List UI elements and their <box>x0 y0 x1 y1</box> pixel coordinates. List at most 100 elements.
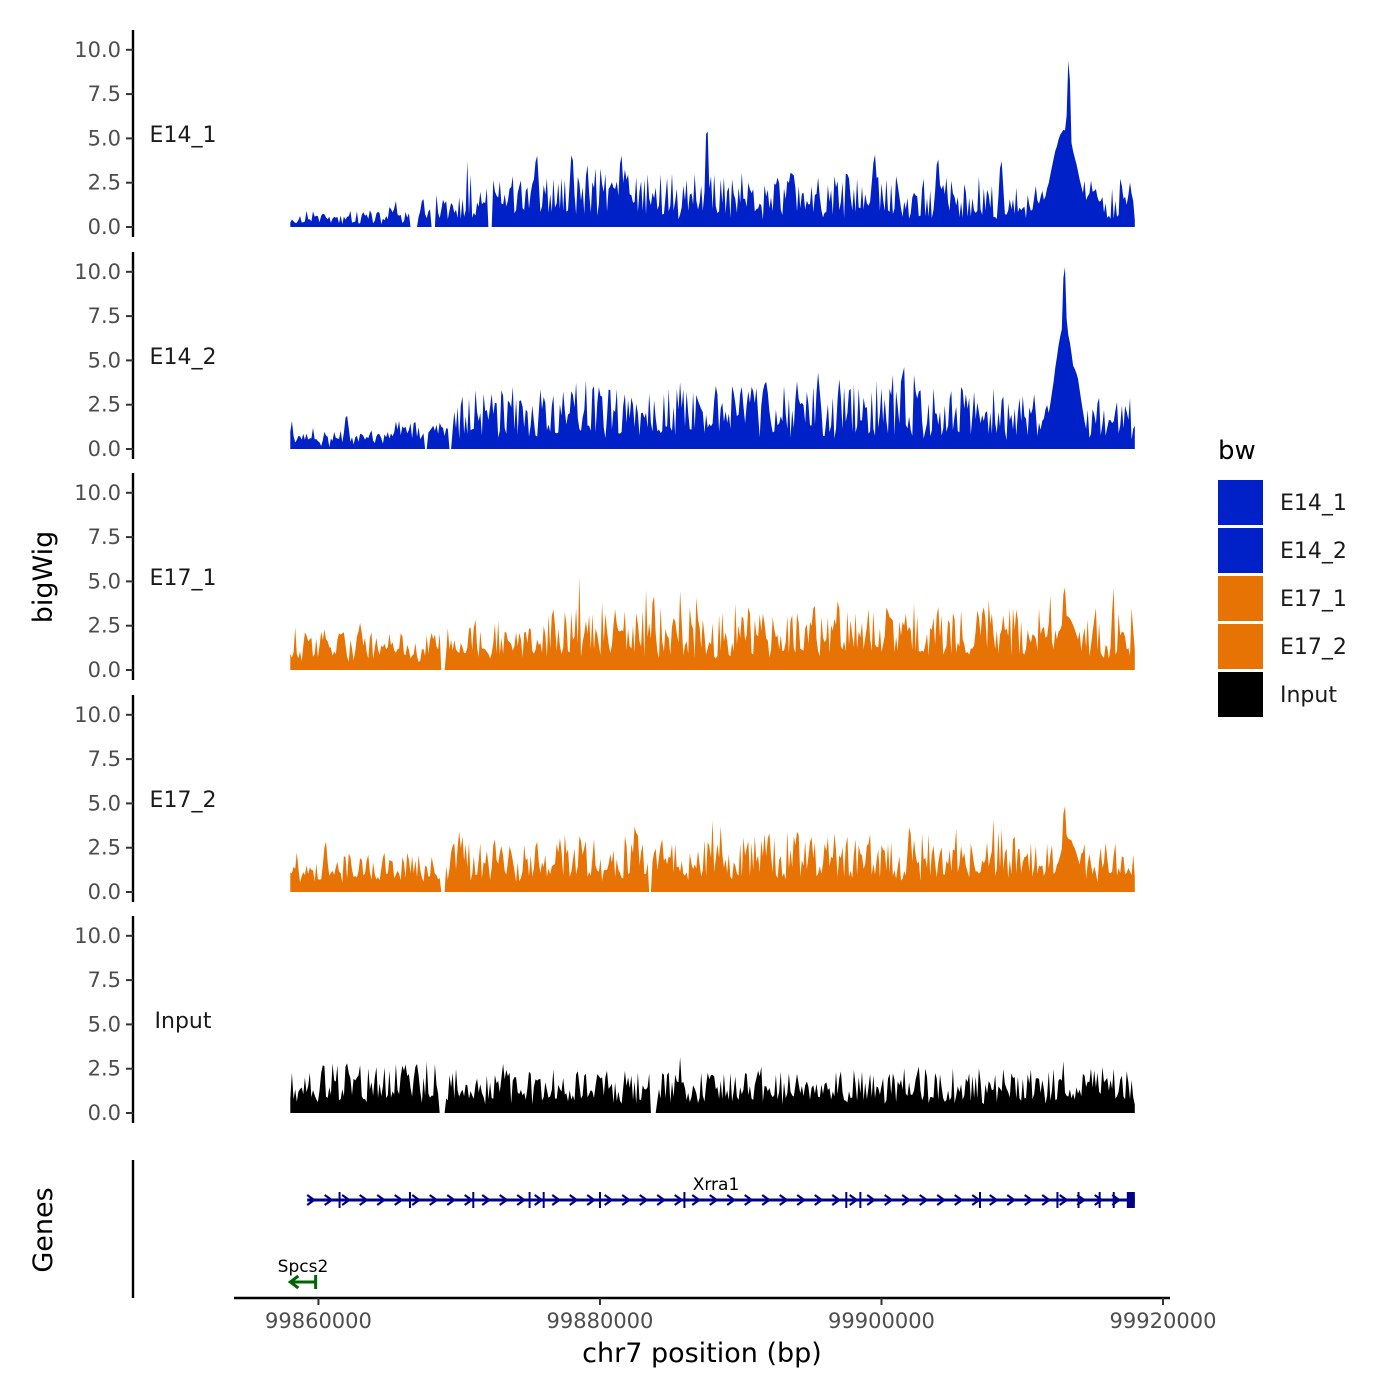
strand-arrow <box>1041 1194 1052 1206</box>
track-label-Input: Input <box>155 1009 212 1034</box>
legend-swatch <box>1218 672 1263 717</box>
x-axis-title: chr7 position (bp) <box>582 1338 822 1369</box>
legend-label: E17_2 <box>1280 635 1347 660</box>
strand-arrow <box>1024 1194 1034 1206</box>
strand-arrow <box>376 1194 387 1206</box>
track-label-E14_2: E14_2 <box>150 345 217 370</box>
strand-arrow <box>639 1194 649 1206</box>
legend-item-E17_1: E17_1 <box>1218 576 1347 621</box>
gene-Spcs2: Spcs2 <box>278 1257 329 1290</box>
strand-arrow <box>674 1194 684 1206</box>
strand-arrow <box>604 1194 614 1206</box>
track-Input: 0.0 2.5 5.0 7.5 10.0 Input <box>74 916 1135 1125</box>
strand-arrow <box>884 1194 894 1206</box>
strand-arrow <box>919 1194 929 1206</box>
y-axis-title-genes: Genes <box>28 1187 59 1272</box>
strand-arrow <box>429 1194 439 1206</box>
y-tick-label: 7.5 <box>88 525 121 549</box>
strand-arrow <box>446 1194 457 1206</box>
coverage-area-E17_1 <box>290 576 1135 670</box>
track-label-E17_1: E17_1 <box>150 566 217 591</box>
strand-arrow <box>866 1194 877 1206</box>
strand-arrow <box>306 1194 317 1206</box>
gene-Xrra1: Xrra1 <box>306 1175 1135 1208</box>
y-tick-label: 0.0 <box>88 215 121 239</box>
legend-swatch <box>1218 624 1263 669</box>
legend-title: bw <box>1218 436 1256 466</box>
y-tick-label: 10.0 <box>74 703 121 727</box>
coverage-area-E14_2 <box>290 266 1135 449</box>
strand-arrow <box>287 1274 300 1290</box>
y-tick-label: 5.0 <box>88 126 121 150</box>
genes-panel: Xrra1 Spcs2 <box>131 1160 1135 1298</box>
coverage-area-Input <box>290 1056 1135 1113</box>
legend-label: E14_1 <box>1280 491 1347 516</box>
coverage-area-E17_2 <box>290 806 1135 892</box>
strand-arrow <box>534 1194 544 1206</box>
legend-label: Input <box>1280 683 1337 708</box>
x-tick-label: 99880000 <box>547 1309 654 1333</box>
y-tick-label: 2.5 <box>88 393 121 417</box>
track-label-E17_2: E17_2 <box>150 788 217 813</box>
y-tick-label: 5.0 <box>88 348 121 372</box>
strand-arrow <box>1094 1194 1104 1206</box>
strand-arrow <box>989 1194 999 1206</box>
strand-arrow <box>569 1194 579 1206</box>
strand-arrow <box>1059 1194 1069 1206</box>
x-tick-label: 99900000 <box>828 1309 935 1333</box>
legend-item-E14_2: E14_2 <box>1218 528 1347 573</box>
strand-arrow <box>761 1194 772 1206</box>
y-tick-label: 10.0 <box>74 924 121 948</box>
strand-arrow <box>516 1194 527 1206</box>
strand-arrow <box>394 1194 404 1206</box>
strand-arrow <box>324 1194 334 1206</box>
legend-swatch <box>1218 480 1263 525</box>
y-tick-label: 0.0 <box>88 437 121 461</box>
strand-arrow <box>831 1194 842 1206</box>
y-tick-label: 0.0 <box>88 1101 121 1125</box>
strand-arrow <box>901 1194 912 1206</box>
y-tick-label: 7.5 <box>88 304 121 328</box>
legend: bw E14_1 E14_2 E17_1 E17_2 Input <box>1218 436 1347 717</box>
x-tick-label: 99920000 <box>1110 1309 1217 1333</box>
strand-arrow <box>359 1194 369 1206</box>
strand-arrow <box>621 1194 632 1206</box>
strand-arrow <box>814 1194 824 1206</box>
y-tick-label: 5.0 <box>88 791 121 815</box>
y-tick-label: 0.0 <box>88 658 121 682</box>
legend-item-Input: Input <box>1218 672 1337 717</box>
track-E14_2: 0.0 2.5 5.0 7.5 10.0 E14_2 <box>74 252 1135 461</box>
strand-arrow <box>796 1194 807 1206</box>
y-tick-label: 2.5 <box>88 1057 121 1081</box>
y-tick-label: 7.5 <box>88 82 121 106</box>
legend-swatch <box>1218 576 1263 621</box>
strand-arrow <box>656 1194 667 1206</box>
legend-item-E14_1: E14_1 <box>1218 480 1347 525</box>
strand-arrow <box>464 1194 474 1206</box>
y-tick-label: 10.0 <box>74 38 121 62</box>
track-E17_2: 0.0 2.5 5.0 7.5 10.0 E17_2 <box>74 695 1135 904</box>
y-tick-label: 5.0 <box>88 569 121 593</box>
y-tick-label: 0.0 <box>88 880 121 904</box>
y-tick-label: 5.0 <box>88 1012 121 1036</box>
legend-label: E14_2 <box>1280 539 1347 564</box>
strand-arrow <box>954 1194 964 1206</box>
track-E17_1: 0.0 2.5 5.0 7.5 10.0 E17_1 <box>74 473 1135 682</box>
strand-arrow <box>1006 1194 1017 1206</box>
strand-arrow <box>551 1194 562 1206</box>
x-axis: 99860000 99880000 99900000 99920000 <box>234 1296 1217 1333</box>
y-axis-title-bigwig: bigWig <box>28 531 59 624</box>
strand-arrow <box>586 1194 597 1206</box>
x-tick-label: 99860000 <box>265 1309 372 1333</box>
strand-arrow <box>691 1194 702 1206</box>
gene-label-Spcs2: Spcs2 <box>278 1257 329 1277</box>
bigwig-tracks: 0.0 2.5 5.0 7.5 10.0 E14_1 0.0 2.5 5.0 7.5 10.0 E14… <box>74 30 1135 1125</box>
gene-label-Xrra1: Xrra1 <box>693 1175 740 1195</box>
strand-arrow <box>936 1194 947 1206</box>
legend-swatch <box>1218 528 1263 573</box>
y-tick-label: 7.5 <box>88 747 121 771</box>
strand-arrow <box>341 1194 352 1206</box>
strand-arrow <box>849 1194 859 1206</box>
y-tick-label: 2.5 <box>88 171 121 195</box>
